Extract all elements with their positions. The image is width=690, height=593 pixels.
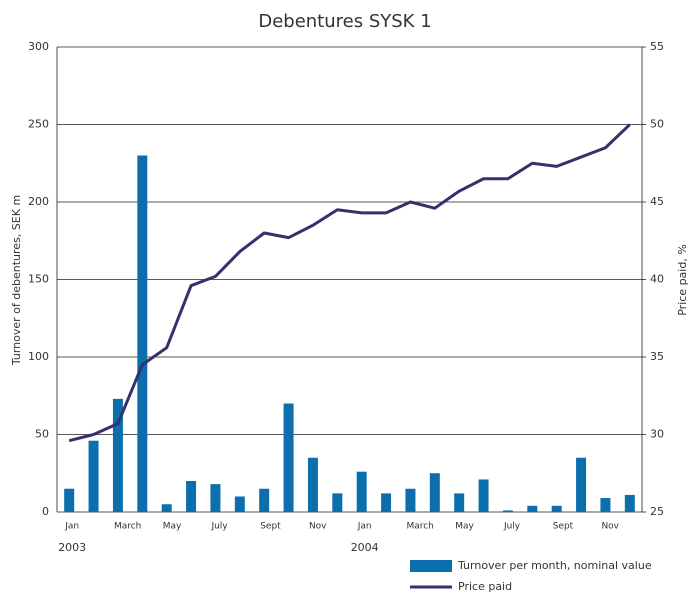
bar — [576, 457, 587, 512]
bar — [600, 498, 611, 512]
bar — [137, 155, 148, 512]
y-tick-label: 300 — [28, 40, 49, 53]
x-tick-label: March — [114, 522, 141, 532]
y-tick-label: 100 — [28, 350, 49, 363]
x-tick-label: Nov — [601, 522, 619, 532]
x-tick-label: Nov — [309, 522, 327, 532]
y2-tick-label: 30 — [650, 428, 664, 441]
price-line — [68, 123, 631, 443]
bar — [88, 440, 99, 512]
y-tick-label: 250 — [28, 118, 49, 131]
bar — [551, 505, 562, 512]
bar — [259, 488, 270, 512]
bar — [429, 473, 440, 512]
bar — [527, 505, 538, 512]
y2-tick-label: 35 — [650, 350, 664, 363]
y2-tick-label: 40 — [650, 273, 664, 286]
y-tick-label: 200 — [28, 195, 49, 208]
bar — [161, 504, 172, 512]
bar — [307, 457, 318, 512]
bar — [381, 493, 392, 512]
bar — [356, 471, 367, 512]
bar — [624, 494, 635, 512]
y-tick-label: 0 — [42, 505, 49, 518]
x-tick-label: Jan — [357, 522, 372, 532]
bar — [478, 479, 489, 512]
bar — [454, 493, 465, 512]
year-label: 2004 — [351, 541, 379, 554]
x-tick-label: March — [406, 522, 433, 532]
legend-label: Turnover per month, nominal value — [457, 559, 652, 572]
bar — [186, 481, 197, 512]
x-tick-label: Jan — [64, 522, 79, 532]
x-tick-label: May — [163, 522, 182, 532]
bar — [405, 488, 416, 512]
y-axis-label: Turnover of debentures, SEK m — [10, 195, 23, 366]
y2-tick-label: 55 — [650, 40, 664, 53]
bar — [112, 398, 123, 512]
y-tick-label: 150 — [28, 273, 49, 286]
x-tick-label: Sept — [260, 522, 281, 532]
bar — [64, 488, 75, 512]
bar — [234, 496, 245, 512]
y2-tick-label: 25 — [650, 505, 664, 518]
bar — [332, 493, 343, 512]
legend-swatch — [410, 560, 452, 572]
bar — [502, 510, 513, 512]
bar — [210, 484, 221, 512]
bar — [283, 403, 294, 512]
x-tick-label: July — [210, 522, 228, 532]
year-label: 2003 — [58, 541, 86, 554]
y2-tick-label: 45 — [650, 195, 664, 208]
y2-tick-label: 50 — [650, 118, 664, 131]
legend-label: Price paid — [458, 580, 512, 593]
x-tick-label: May — [455, 522, 474, 532]
y-tick-label: 50 — [35, 428, 49, 441]
x-tick-label: Sept — [553, 522, 574, 532]
chart-title: Debentures SYSK 1 — [258, 11, 431, 32]
x-tick-label: July — [503, 522, 521, 532]
y2-axis-label: Price paid, % — [676, 244, 689, 316]
